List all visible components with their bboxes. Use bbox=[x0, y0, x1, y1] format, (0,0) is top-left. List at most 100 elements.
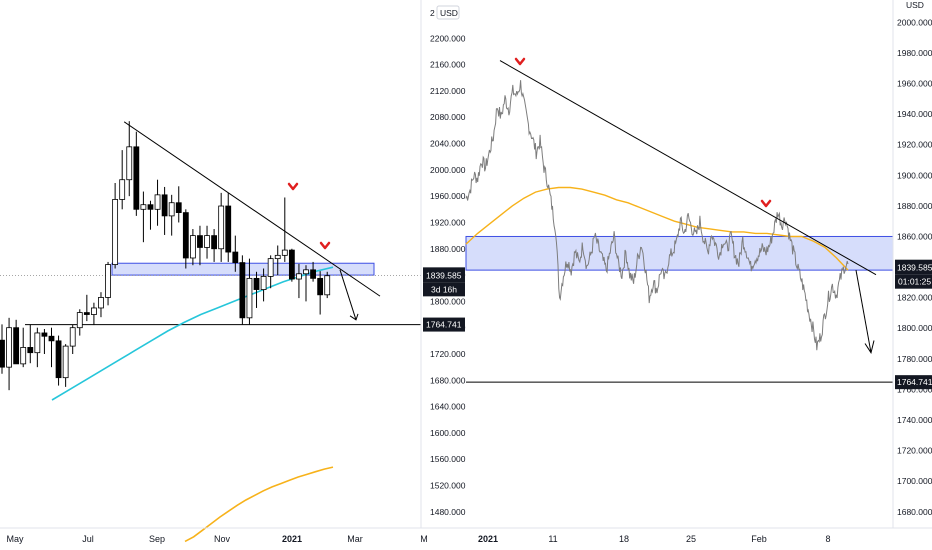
candle bbox=[296, 263, 302, 299]
right-currency-label: USD bbox=[906, 0, 924, 10]
right-price-line bbox=[465, 80, 849, 351]
right-y-tick-10: 1800.000 bbox=[897, 323, 932, 333]
candle bbox=[260, 268, 267, 302]
right-y-tick-3: 1940.000 bbox=[897, 109, 932, 119]
candle bbox=[126, 121, 133, 197]
left-y-tick-8: 1880.000 bbox=[430, 244, 466, 254]
right-price-value: 1839.585 bbox=[897, 263, 932, 273]
candle bbox=[211, 229, 218, 262]
candle bbox=[189, 229, 196, 266]
left-y-tick-18: 1480.000 bbox=[430, 507, 466, 517]
candle-body bbox=[76, 312, 83, 329]
candle-body bbox=[91, 307, 97, 315]
right-x-tick-5: 8 bbox=[825, 534, 830, 544]
right-y-tick-6: 1880.000 bbox=[897, 201, 932, 211]
candle-body bbox=[13, 327, 20, 365]
candle-body bbox=[140, 204, 147, 210]
candle-body bbox=[0, 339, 5, 368]
candle-body bbox=[218, 205, 225, 250]
candle-body bbox=[161, 194, 168, 217]
left-x-tick-2: Sep bbox=[149, 534, 165, 544]
right-y-tick-13: 1740.000 bbox=[897, 415, 932, 425]
left-x-tick-1: Jul bbox=[82, 534, 94, 544]
candle-body bbox=[281, 249, 288, 256]
candle bbox=[267, 255, 274, 289]
right-y-tick-1: 1980.000 bbox=[897, 48, 932, 58]
candle bbox=[34, 327, 41, 368]
candle-body bbox=[274, 254, 281, 260]
candle-body bbox=[20, 347, 27, 365]
left-y-tick-14: 1640.000 bbox=[430, 402, 466, 412]
candle-body bbox=[239, 262, 246, 319]
left-ma-fast-line bbox=[51, 266, 334, 401]
candle-body bbox=[182, 212, 189, 259]
candle bbox=[62, 344, 69, 387]
candle-body bbox=[253, 277, 260, 290]
right-x-tick-1: 11 bbox=[548, 534, 557, 544]
left-x-tick-6: M bbox=[420, 534, 428, 544]
candle-body bbox=[41, 332, 48, 337]
right-y-tick-11: 1780.000 bbox=[897, 354, 932, 364]
left-y-tick-0: 2200.000 bbox=[430, 33, 466, 43]
candle-body bbox=[303, 269, 309, 275]
candle bbox=[218, 192, 225, 262]
left-x-tick-5: Mar bbox=[347, 534, 363, 544]
right-x-tick-0: 2021 bbox=[478, 534, 498, 544]
left-y-tick-4: 2040.000 bbox=[430, 139, 466, 149]
right-x-tick-4: Feb bbox=[751, 534, 767, 544]
candle-body bbox=[175, 202, 182, 213]
left-price-value: 1839.585 bbox=[426, 270, 462, 280]
right-y-tick-12: 1760.000 bbox=[897, 384, 932, 394]
left-down-arrow[interactable] bbox=[339, 269, 359, 321]
candle-body bbox=[189, 235, 196, 259]
right-trendline[interactable] bbox=[499, 60, 877, 276]
right-support-label: 1764.741 bbox=[895, 375, 932, 390]
candle bbox=[0, 324, 5, 374]
left-y-tick-7: 1920.000 bbox=[430, 217, 466, 227]
left-y-tick-2: 2120.000 bbox=[430, 86, 466, 96]
candle bbox=[161, 186, 168, 235]
candle-body bbox=[232, 251, 239, 263]
right-support-value: 1764.741 bbox=[897, 377, 932, 387]
left-y-tick-3: 2080.000 bbox=[430, 112, 466, 122]
right-marker-chevron-1 bbox=[514, 57, 526, 66]
right-down-arrow[interactable] bbox=[855, 270, 875, 354]
left-x-tick-4: 2021 bbox=[282, 534, 302, 544]
candle bbox=[232, 235, 239, 272]
right-y-tick-7: 1860.000 bbox=[897, 231, 932, 241]
candle bbox=[197, 225, 203, 266]
right-y-tick-5: 1900.000 bbox=[897, 170, 932, 180]
right-price-label: 1839.585 01:01:25 bbox=[895, 259, 932, 289]
candle bbox=[55, 335, 62, 386]
right-y-tick-4: 1920.000 bbox=[897, 140, 932, 150]
candle bbox=[48, 327, 55, 368]
left-ma-slow-line bbox=[184, 466, 334, 543]
left-top-tick-partial: 2 bbox=[430, 8, 435, 18]
right-ma-slow-line bbox=[465, 186, 849, 271]
candle-body bbox=[34, 332, 41, 354]
left-y-tick-15: 1600.000 bbox=[430, 428, 466, 438]
candle-body bbox=[27, 347, 34, 354]
left-support-label: 1764.741 bbox=[423, 317, 465, 332]
left-marker-chevron-2 bbox=[319, 241, 331, 250]
right-countdown: 01:01:25 bbox=[898, 277, 931, 287]
left-y-tick-6: 1960.000 bbox=[430, 191, 466, 201]
candle bbox=[274, 245, 281, 276]
left-y-tick-13: 1680.000 bbox=[430, 375, 466, 385]
candle bbox=[317, 271, 324, 315]
right-chart-panel: 2000.000 1980.000 1960.000 1940.000 1920.000… bbox=[465, 0, 932, 544]
candle-body bbox=[62, 345, 69, 379]
left-trendline[interactable] bbox=[123, 121, 381, 297]
candle bbox=[20, 327, 27, 368]
candle bbox=[154, 179, 161, 226]
candle bbox=[6, 317, 12, 391]
left-x-tick-0: May bbox=[6, 534, 24, 544]
candle-body bbox=[288, 249, 295, 280]
candle bbox=[83, 294, 90, 322]
candle bbox=[288, 248, 295, 282]
candle bbox=[147, 200, 154, 230]
candle bbox=[41, 329, 48, 354]
candle bbox=[324, 271, 331, 299]
right-y-axis: 2000.000 1980.000 1960.000 1940.000 1920.000… bbox=[897, 17, 932, 516]
